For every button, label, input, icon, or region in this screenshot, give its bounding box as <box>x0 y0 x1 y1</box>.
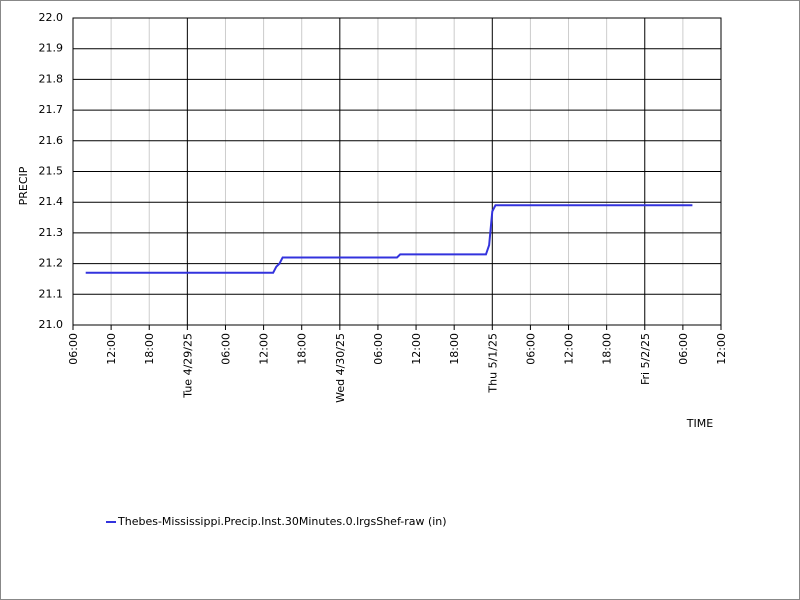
x-tick-label: 12:00 <box>258 333 271 365</box>
x-tick-label: 06:00 <box>67 333 80 365</box>
y-tick-label: 21.3 <box>39 226 64 239</box>
y-tick-label: 21.9 <box>39 42 64 55</box>
x-tick-label: 06:00 <box>219 333 232 365</box>
x-tick-label: 06:00 <box>372 333 385 365</box>
y-tick-label: 21.7 <box>39 103 64 116</box>
y-axis-label: PRECIP <box>17 166 30 205</box>
y-tick-label: 21.2 <box>39 257 64 270</box>
x-tick-label: Fri 5/2/25 <box>639 333 652 385</box>
legend-label: Thebes-Mississippi.Precip.Inst.30Minutes… <box>117 515 447 528</box>
x-tick-label: 12:00 <box>410 333 423 365</box>
y-tick-label: 21.6 <box>39 134 64 147</box>
x-tick-label: 18:00 <box>448 333 461 365</box>
plot-border <box>72 17 722 326</box>
y-tick-label: 22.0 <box>39 11 64 24</box>
x-tick-label: Wed 4/30/25 <box>334 333 347 403</box>
x-tick-label: 12:00 <box>715 333 728 365</box>
x-tick-label: 06:00 <box>524 333 537 365</box>
y-tick-label: 21.5 <box>39 165 64 178</box>
x-tick-label: 18:00 <box>601 333 614 365</box>
x-tick-label: Tue 4/29/25 <box>181 333 194 399</box>
x-tick-label: 18:00 <box>143 333 156 365</box>
y-tick-label: 21.4 <box>39 195 64 208</box>
x-tick-label: 06:00 <box>677 333 690 365</box>
x-axis-label: TIME <box>686 417 713 430</box>
y-tick-label: 21.0 <box>39 318 64 331</box>
x-tick-label: 12:00 <box>563 333 576 365</box>
x-tick-label: Thu 5/1/25 <box>486 333 499 394</box>
y-tick-label: 21.1 <box>39 287 64 300</box>
x-tick-label: 12:00 <box>105 333 118 365</box>
data-line <box>85 204 693 274</box>
x-tick-label: 18:00 <box>296 333 309 365</box>
y-tick-label: 21.8 <box>39 72 64 85</box>
